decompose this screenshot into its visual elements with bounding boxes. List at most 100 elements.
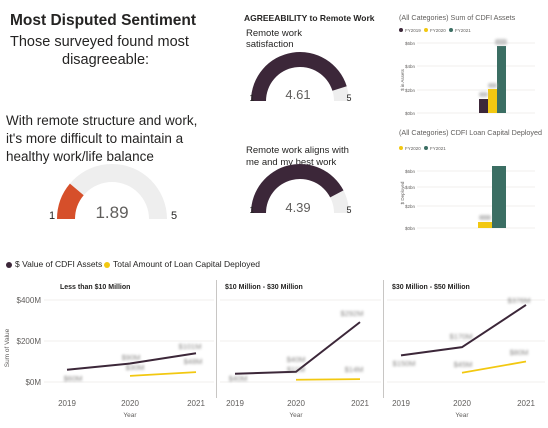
data-label: $40M [229, 374, 248, 383]
legend-dot [449, 28, 453, 32]
y-tick: $4bn [405, 64, 416, 69]
panel-divider [216, 280, 217, 398]
trend-series [66, 304, 527, 381]
y-tick: $200M [17, 337, 42, 346]
assets-line [234, 321, 361, 375]
data-label: $48M [184, 357, 203, 366]
agreeability-panel: AGREEABILITY to Remote Work Remote work … [232, 0, 375, 235]
gauge-max: 5 [346, 205, 351, 215]
y-tick: $6bn [405, 169, 416, 174]
gauge-max: 5 [171, 210, 177, 222]
bar-fy2019 [479, 99, 488, 113]
blurred-data-label [479, 215, 491, 220]
data-label: $376M [508, 296, 531, 305]
panel-title: $10 Million - $30 Million [225, 284, 303, 291]
gauge-max: 5 [346, 93, 351, 103]
data-label: $80M [510, 348, 529, 357]
legend-dot [399, 28, 403, 32]
trend-legend: $ Value of CDFI Assets Total Amount of L… [6, 259, 406, 271]
x-tick: 2020 [453, 399, 471, 408]
gauge-value: 4.39 [285, 200, 310, 215]
loan-bar-chart: (All Categories) CDFI Loan Capital Deplo… [395, 124, 548, 235]
gauge-min: 1 [249, 205, 254, 215]
bar-fy2021 [497, 46, 506, 113]
assets-line [66, 352, 197, 371]
assets-bar-chart: (All Categories) Sum of CDFI Assets FY20… [395, 0, 548, 122]
panel-title: Less than $10 Million [60, 284, 130, 291]
assets-chart-title: (All Categories) Sum of CDFI Assets [399, 13, 516, 22]
y-tick: $0M [25, 378, 41, 387]
x-tick: 2019 [58, 399, 76, 408]
legend-label: FY2021 [455, 28, 471, 33]
bar-fy2020 [488, 89, 497, 113]
sentiment-statement-3: healthy work/life balance [6, 149, 154, 164]
data-label: $170M [450, 332, 473, 341]
sentiment-gauge: 1.89 1 5 [49, 164, 177, 222]
gauge-track [57, 164, 167, 219]
legend-label-assets: $ Value of CDFI Assets [15, 259, 103, 269]
data-label: $14M [345, 365, 364, 374]
data-label: $11M [287, 365, 305, 374]
gauge-2-label: Remote work aligns with [246, 145, 349, 156]
blurred-data-label [488, 83, 497, 88]
agreeability-title: AGREEABILITY to Remote Work [244, 13, 375, 23]
legend-dot [104, 262, 110, 268]
loan-chart-svg: FY2020 FY2021 $ Deployed $6bn $4bn $2bn … [399, 146, 535, 231]
assets-line [400, 304, 527, 357]
gauge-value: 4.61 [285, 87, 310, 102]
gauge-fill [251, 164, 344, 213]
bar-fy2020 [478, 222, 492, 228]
data-label: $45M [454, 360, 473, 369]
sentiment-statement-2: it's more difficult to maintain a [6, 131, 184, 146]
sentiment-panel: Most Disputed Sentiment Those surveyed f… [0, 0, 230, 235]
x-axis-title: Year [123, 412, 137, 419]
gauge-1-label-2: satisfaction [246, 39, 294, 50]
y-tick: $2bn [405, 88, 416, 93]
legend-label: FY2020 [430, 28, 446, 33]
y-tick: $0bn [405, 111, 416, 116]
legend-dot [424, 146, 428, 150]
loan-capital-line [461, 360, 527, 374]
x-tick: 2021 [517, 399, 535, 408]
loan-capital-line [129, 371, 197, 377]
loan-chart-title: (All Categories) CDFI Loan Capital Deplo… [399, 128, 543, 137]
x-tick: 2021 [187, 399, 205, 408]
data-label: $292M [341, 309, 364, 318]
blurred-data-label [495, 39, 507, 45]
bar-fy2021 [492, 166, 506, 228]
gauge-min: 1 [249, 93, 254, 103]
data-label: $30M [126, 363, 145, 372]
panel-divider [383, 280, 384, 398]
gauge-1-label: Remote work [246, 28, 302, 39]
blurred-data-labels: $60M $90M $101M $30M $48M $40M $40M $292… [64, 296, 531, 383]
y-axis-title: Sum of Value [4, 328, 11, 367]
x-tick: 2019 [226, 399, 244, 408]
sentiment-subtitle: Those surveyed found most [10, 34, 189, 50]
gauge-value: 1.89 [95, 203, 128, 222]
x-axis-title: Year [455, 412, 469, 419]
legend-label: FY2020 [405, 146, 421, 151]
y-tick: $2bn [405, 204, 416, 209]
gauge-fill [57, 183, 84, 219]
y-tick: $6bn [405, 41, 416, 46]
y-axis-title: $ in Assets [400, 68, 405, 91]
data-label: $101M [179, 342, 202, 351]
data-label: $60M [64, 374, 83, 383]
x-axis-title: Year [289, 412, 303, 419]
data-label: $90M [122, 353, 141, 362]
y-tick: $4bn [405, 185, 416, 190]
x-tick: 2021 [351, 399, 369, 408]
assets-chart-svg: FY2019 FY2020 FY2021 $ in Assets $6bn $4… [399, 28, 535, 116]
data-label: $40M [287, 355, 306, 364]
y-tick: $0bn [405, 226, 416, 231]
legend-dot [424, 28, 428, 32]
y-tick: $400M [17, 296, 42, 305]
gauge-min: 1 [49, 210, 55, 222]
legend-label-loans: Total Amount of Loan Capital Deployed [113, 259, 260, 269]
x-tick: 2019 [392, 399, 410, 408]
data-label: $150M [393, 359, 416, 368]
satisfaction-gauge: 4.61 1 5 4.39 1 5 [249, 51, 352, 215]
legend-dot [399, 146, 403, 150]
x-tick: 2020 [121, 399, 139, 408]
